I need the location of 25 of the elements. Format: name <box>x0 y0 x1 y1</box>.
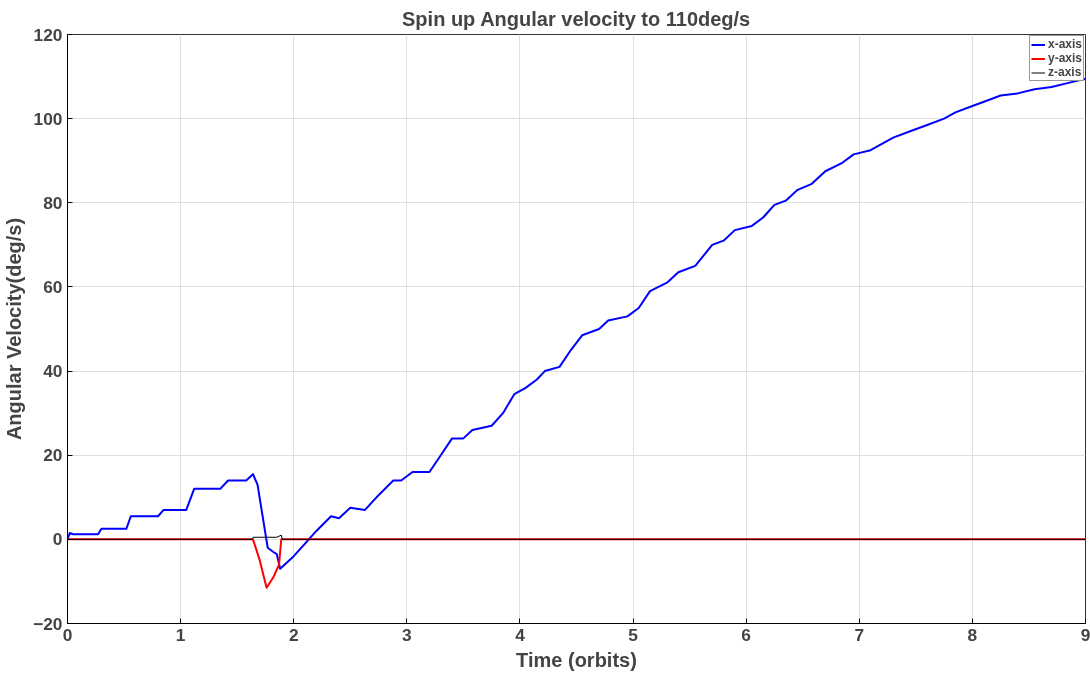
legend-label: y-axis <box>1047 51 1082 65</box>
x-tick-label: 8 <box>967 624 978 645</box>
x-tick-label: 1 <box>175 624 186 645</box>
x-tick-label: 2 <box>288 624 299 645</box>
x-tick-label: 4 <box>515 624 526 645</box>
legend-label: z-axis <box>1047 65 1082 79</box>
y-tick-label: 80 <box>43 192 63 213</box>
y-tick-label: 0 <box>52 529 63 550</box>
y-tick-label: 60 <box>43 276 63 297</box>
y-tick-label: 100 <box>33 108 63 129</box>
x-tick-label: 9 <box>1080 624 1090 645</box>
y-tick-label: 120 <box>33 24 63 45</box>
y-axis-title: Angular Velocity(deg/s) <box>3 217 26 441</box>
y-tick-label: 20 <box>43 445 63 466</box>
x-tick-label: 7 <box>854 624 865 645</box>
x-tick-label: 5 <box>628 624 639 645</box>
legend-label: x-axis <box>1047 37 1082 51</box>
line-series <box>67 77 1086 570</box>
y-tick-label: −20 <box>33 613 63 634</box>
chart-title: Spin up Angular velocity to 110deg/s <box>402 7 751 30</box>
x-tick-label: 3 <box>402 624 413 645</box>
line-series <box>67 538 1086 589</box>
x-tick-label: 6 <box>741 624 752 645</box>
y-tick-label: 40 <box>43 361 63 382</box>
x-axis-title: Time (orbits) <box>516 648 637 671</box>
